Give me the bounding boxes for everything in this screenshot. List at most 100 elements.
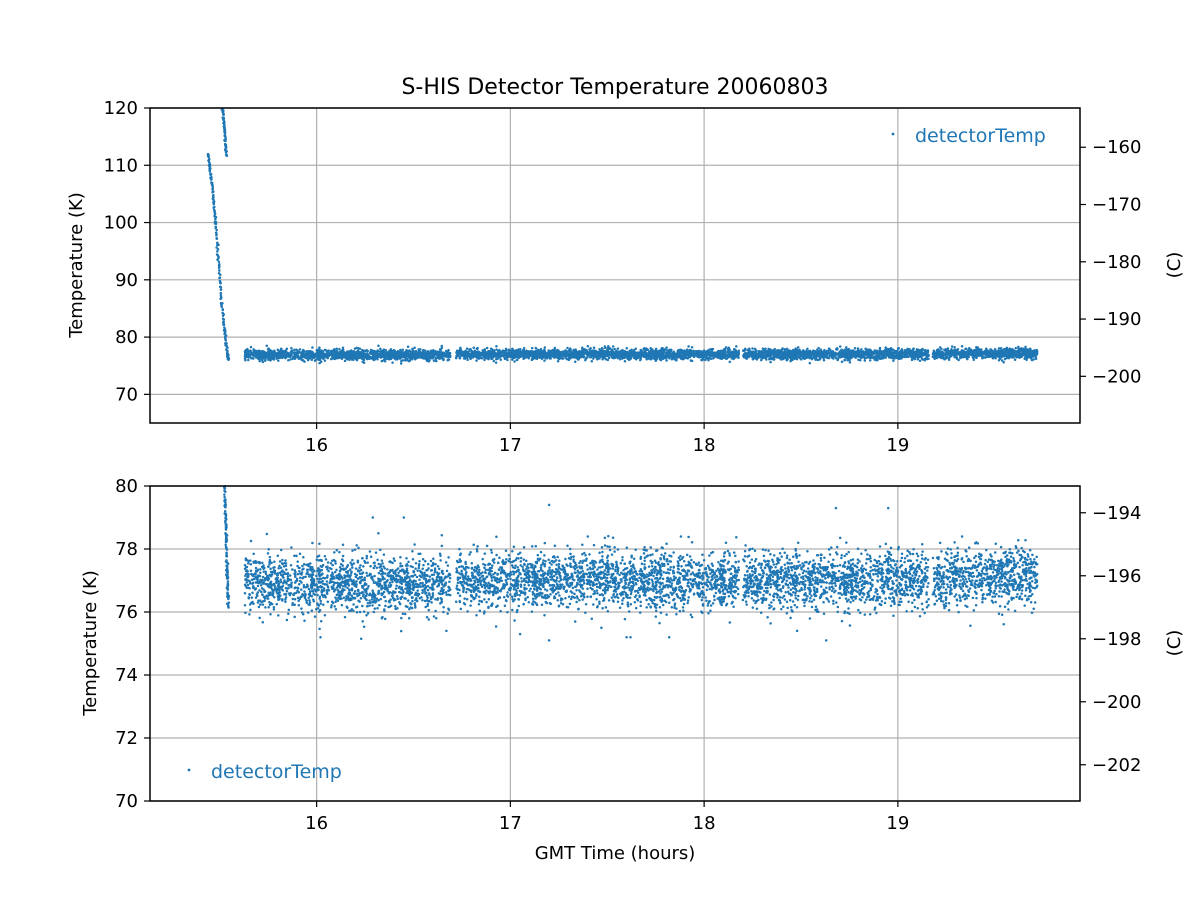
top-data-point [406, 359, 409, 362]
top-data-point [623, 360, 627, 363]
top-data-point [868, 359, 872, 362]
top-data-point [295, 353, 299, 357]
top-data-point [392, 354, 395, 357]
top-data-point [517, 348, 520, 351]
top-data-point [321, 351, 324, 354]
top-data-point [480, 353, 484, 356]
chart-title: S-HIS Detector Temperature 20060803 [401, 75, 828, 100]
top-data-point [691, 351, 694, 355]
top-data-point [384, 348, 388, 352]
top-cooldown-point [224, 335, 227, 338]
top-data-point [859, 350, 863, 354]
top-data-point [361, 351, 365, 355]
top-data-point [626, 351, 630, 354]
top-data-point [472, 346, 475, 350]
top-data-point [669, 354, 673, 357]
top-data-point [528, 352, 532, 355]
top-cooldown-point [214, 222, 218, 225]
top-scatter-points [206, 107, 1039, 365]
top-data-point [258, 351, 262, 354]
top-data-point [889, 351, 893, 354]
top-data-point [768, 357, 771, 360]
top-data-point [539, 350, 543, 354]
top-data-point [897, 346, 900, 350]
top-data-point [263, 359, 267, 363]
top-data-point [549, 354, 552, 357]
top-data-point [629, 349, 632, 353]
top-data-point [490, 356, 493, 359]
top-data-point [884, 346, 888, 349]
top-data-point [420, 351, 423, 355]
top-data-point [808, 349, 812, 353]
top-data-point [607, 352, 611, 356]
top-data-point [485, 346, 489, 350]
top-data-point [905, 354, 908, 358]
top-data-point [581, 346, 584, 350]
top-cooldown-point [215, 234, 218, 237]
top-data-point [566, 346, 569, 350]
top-data-point [786, 349, 790, 353]
top-data-point [687, 354, 691, 358]
top-data-point [598, 350, 602, 353]
top-data-point [483, 352, 487, 356]
top-cooldown-point [216, 248, 220, 251]
top-data-point [728, 360, 732, 364]
top-data-point [543, 350, 547, 354]
top-data-point [323, 359, 327, 362]
top-data-point [485, 351, 489, 354]
top-data-point [499, 358, 502, 362]
top-data-point [512, 352, 515, 355]
top-cooldown-point [212, 200, 216, 203]
top-data-point [564, 356, 567, 359]
top-data-point [679, 354, 683, 357]
top-data-point [706, 349, 709, 352]
top-data-point [255, 353, 259, 356]
top-data-point [601, 358, 604, 361]
top-data-point [380, 351, 384, 354]
top-data-point [723, 347, 727, 351]
top-data-point [825, 356, 828, 359]
top-data-point [303, 360, 306, 363]
top-cooldown-point [225, 150, 228, 153]
top-cooldown-point [215, 246, 218, 249]
top-data-point [263, 353, 267, 357]
top-data-point [613, 347, 616, 351]
top-data-point [669, 351, 672, 354]
top-data-point [282, 355, 286, 358]
top-data-point [316, 350, 320, 354]
top-data-point [408, 356, 411, 359]
top-data-point [686, 350, 690, 353]
top-data-point [687, 345, 690, 348]
top-data-point [446, 359, 449, 362]
top-data-point [718, 355, 722, 358]
top-data-point [836, 348, 839, 351]
top-data-point [659, 351, 663, 355]
top-data-point [541, 353, 545, 357]
top-data-point [721, 350, 724, 353]
top-cooldown-point [211, 191, 214, 194]
top-data-point [495, 357, 498, 361]
top-data-point [511, 348, 514, 351]
top-data-point [265, 344, 269, 348]
top-data-point [244, 352, 247, 355]
top-data-point [603, 346, 607, 350]
top-cooldown-point [214, 217, 217, 221]
top-data-point [422, 357, 425, 360]
top-data-point [544, 356, 548, 360]
top-data-point [664, 354, 667, 357]
top-data-point [781, 347, 784, 350]
top-data-point [655, 355, 659, 358]
top-data-point [584, 352, 588, 355]
top-data-point [417, 350, 421, 353]
top-data-point [845, 346, 848, 349]
top-data-point [469, 353, 473, 356]
top-data-point [589, 347, 592, 350]
top-data-point [515, 358, 519, 362]
top-data-point [470, 349, 474, 353]
top-data-point [298, 348, 302, 351]
top-data-point [592, 346, 596, 350]
top-data-point [681, 354, 685, 358]
top-data-point [401, 348, 405, 352]
top-data-point [269, 358, 272, 361]
top-data-point [335, 347, 339, 351]
